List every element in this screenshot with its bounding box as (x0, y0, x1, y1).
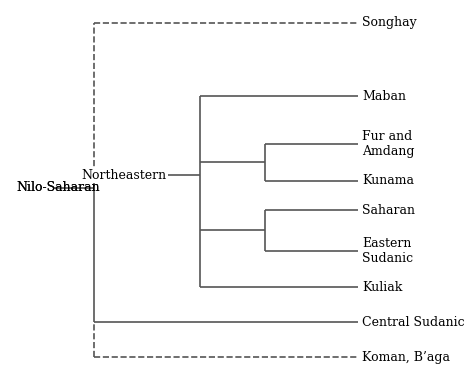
Text: Saharan: Saharan (363, 203, 415, 217)
Text: Eastern
Sudanic: Eastern Sudanic (363, 237, 413, 264)
Text: Songhay: Songhay (363, 16, 417, 29)
Text: Nilo-Saharan: Nilo-Saharan (17, 182, 100, 194)
Text: Central Sudanic: Central Sudanic (363, 316, 465, 329)
Text: Kuliak: Kuliak (363, 281, 403, 294)
Text: Maban: Maban (363, 89, 406, 103)
Text: Koman, B’aga: Koman, B’aga (363, 351, 450, 364)
Text: Northeastern: Northeastern (82, 168, 167, 182)
Text: Fur and
Amdang: Fur and Amdang (363, 130, 415, 158)
Text: Kunama: Kunama (363, 174, 414, 187)
Text: Nilo-Saharan: Nilo-Saharan (17, 182, 100, 194)
